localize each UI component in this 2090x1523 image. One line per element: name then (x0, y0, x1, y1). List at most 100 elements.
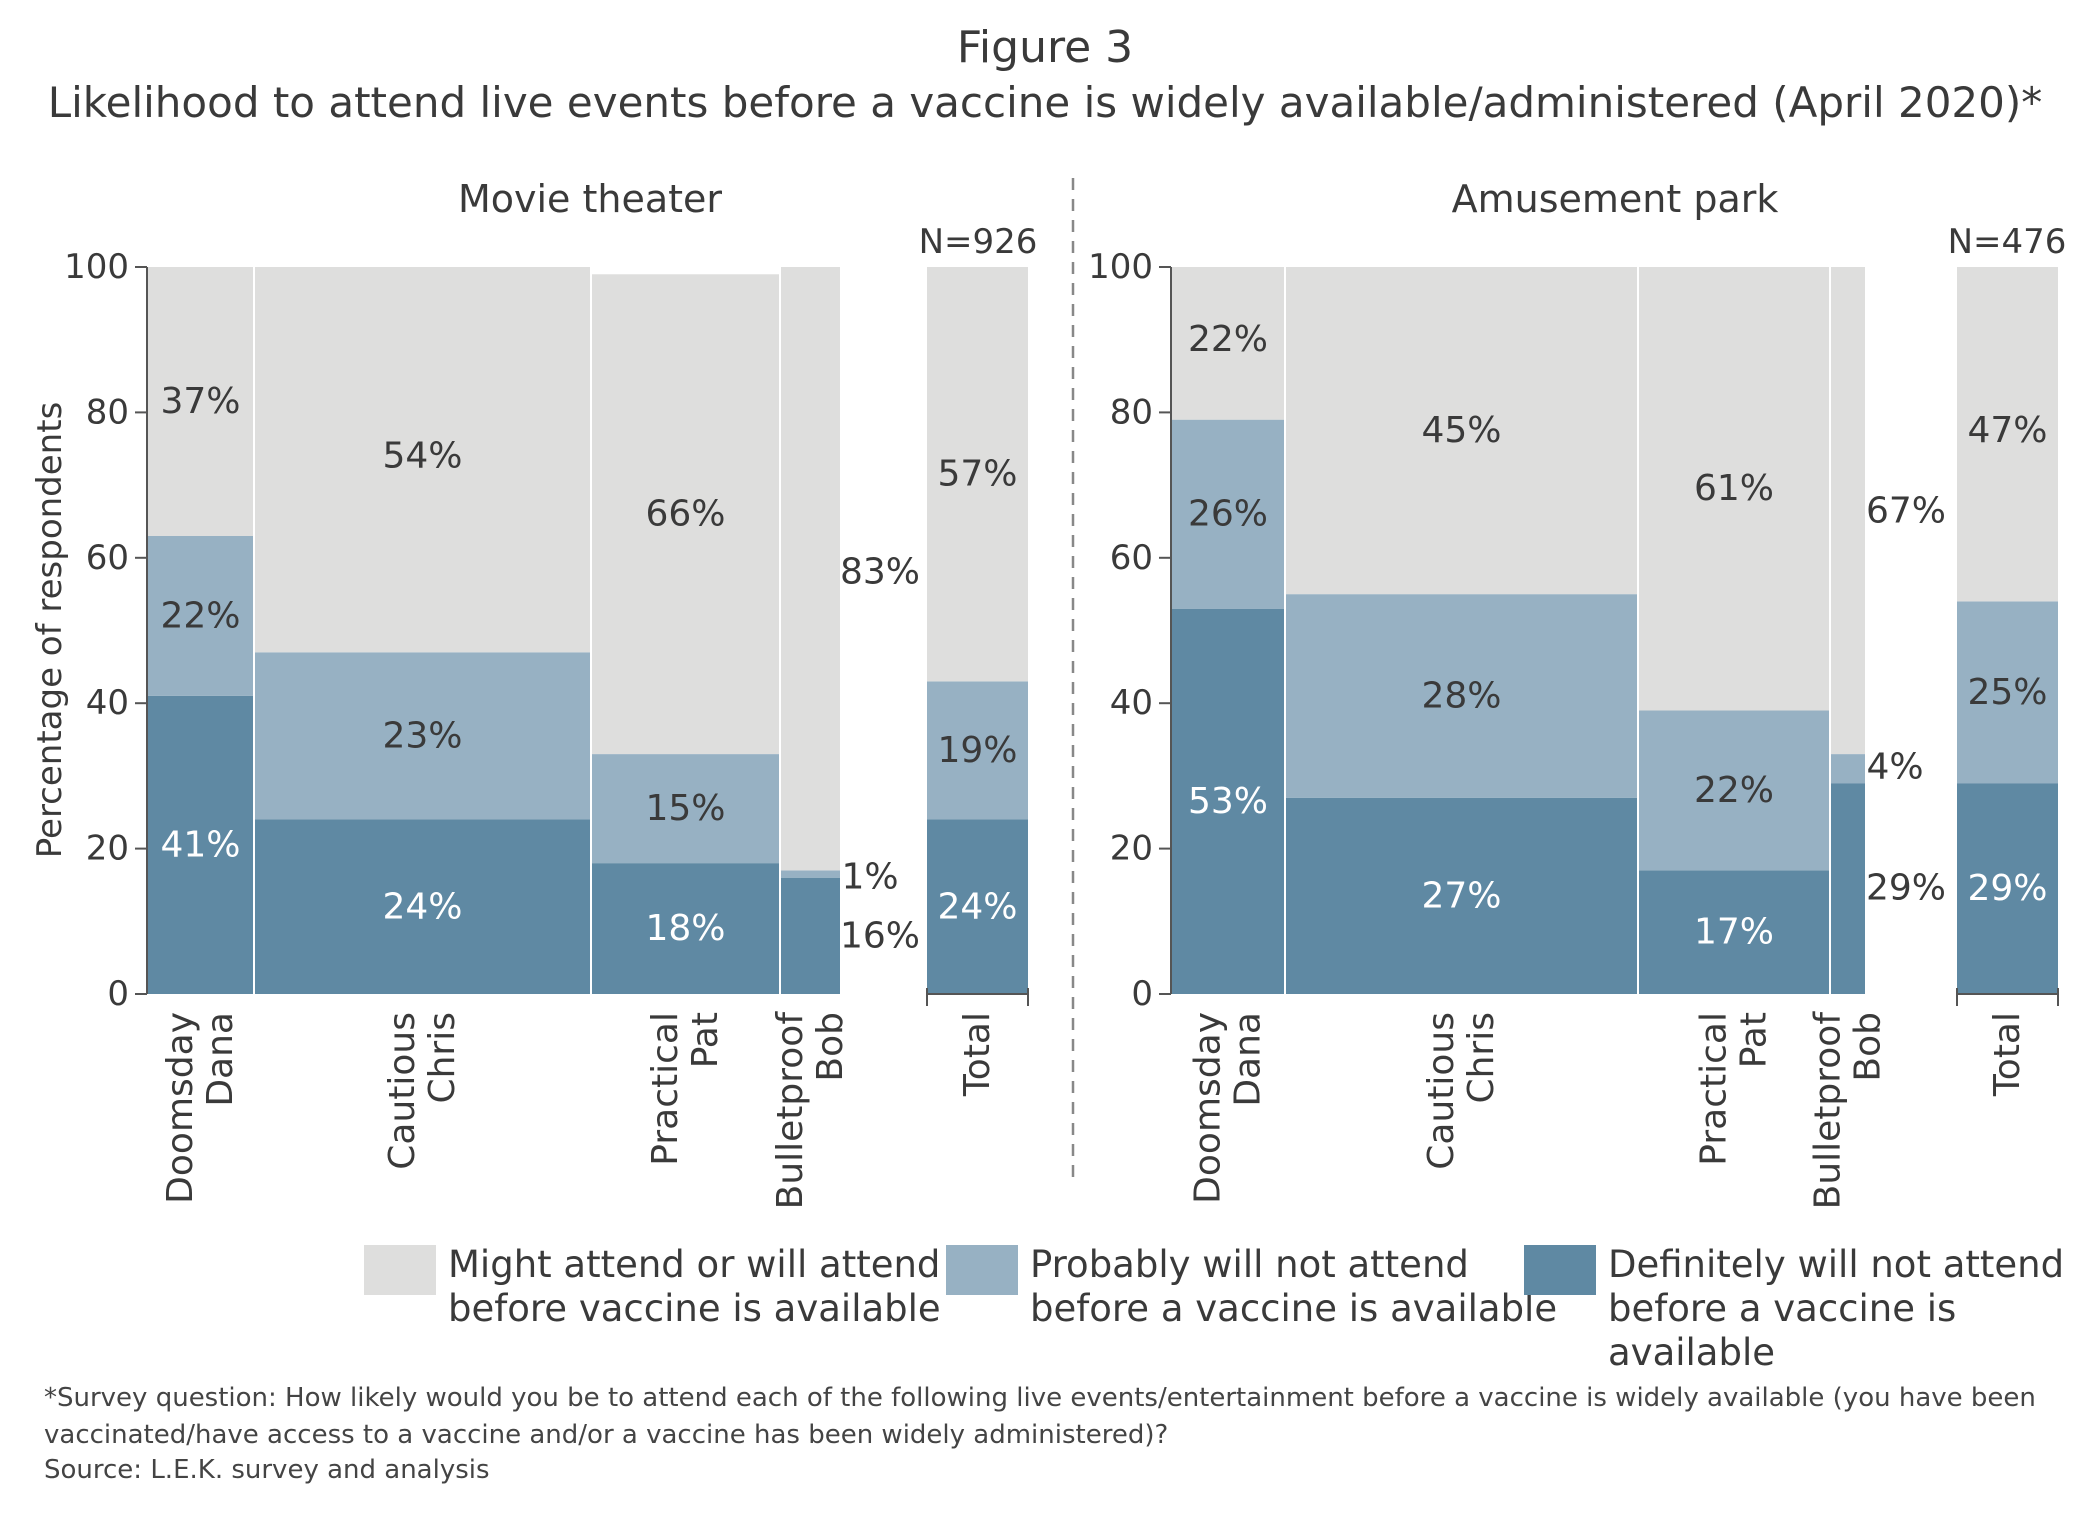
data-label-amusement-doomsday-dana-definitely: 53% (1188, 781, 1268, 822)
y-tick-label-movie-80: 80 (86, 392, 129, 432)
y-tick-label-movie-20: 20 (86, 829, 129, 869)
data-label-amusement-cautious-chris-probably: 28% (1421, 675, 1501, 716)
y-tick-label-amusement-80: 80 (1110, 392, 1153, 432)
bar-amusement-cautious-chris-might (1286, 267, 1637, 595)
data-label-movie-practical-pat-probably: 15% (645, 788, 725, 829)
data-label-amusement-practical-pat-might: 61% (1694, 468, 1774, 509)
figure-label: Figure 3 (956, 22, 1134, 73)
data-label-movie-doomsday-dana-definitely: 41% (160, 824, 240, 865)
bar-movie-total-probably (927, 681, 1028, 820)
data-label-amusement-bulletproof-bob-probably: 4% (1866, 747, 1923, 788)
data-label-movie-cautious-chris-probably: 23% (382, 715, 462, 756)
bar-movie-bulletproof-bob-definitely (781, 877, 840, 994)
data-label-amusement-total-might: 47% (1967, 410, 2047, 451)
data-label-movie-bulletproof-bob-probably: 1% (841, 857, 898, 898)
category-label-amusement-bulletproof-bob-0: Bulletproof (1808, 1011, 1849, 1210)
category-label-movie-practical-pat-1: Pat (685, 1012, 726, 1068)
bar-movie-practical-pat-probably (592, 754, 779, 864)
y-tick-label-movie-40: 40 (86, 683, 129, 723)
legend-label-might: Might attend or will attend before vacci… (448, 1243, 941, 1330)
legend-item-probably: Probably will not attend before a vaccin… (946, 1243, 1557, 1331)
bar-movie-doomsday-dana-definitely (148, 695, 253, 994)
data-label-amusement-bulletproof-bob-might: 67% (1866, 491, 1946, 532)
y-tick-label-amusement-60: 60 (1110, 538, 1153, 578)
n-label-amusement: N=476 (1948, 222, 2067, 262)
data-label-amusement-bulletproof-bob-definitely: 29% (1866, 868, 1946, 909)
y-tick-label-amusement-40: 40 (1110, 683, 1153, 723)
y-tick-label-amusement-0: 0 (1131, 974, 1153, 1014)
bar-movie-practical-pat-definitely (592, 863, 779, 994)
bar-amusement-practical-pat-might (1639, 267, 1829, 711)
data-label-movie-bulletproof-bob-definitely: 16% (840, 916, 920, 957)
data-label-amusement-cautious-chris-definitely: 27% (1421, 875, 1501, 916)
y-axis-title: Percentage of respondents (30, 402, 70, 859)
n-label-movie: N=926 (919, 222, 1038, 262)
data-label-amusement-total-probably: 25% (1967, 672, 2047, 713)
bar-amusement-cautious-chris-definitely (1286, 797, 1637, 994)
bar-movie-cautious-chris-definitely (255, 819, 590, 994)
data-label-movie-cautious-chris-definitely: 24% (382, 886, 462, 927)
bar-amusement-practical-pat-probably (1639, 710, 1829, 871)
data-label-amusement-total-definitely: 29% (1967, 868, 2047, 909)
bar-movie-bulletproof-bob-might (781, 267, 840, 871)
category-label-amusement-practical-pat-1: Pat (1734, 1012, 1775, 1068)
source-note: Source: L.E.K. survey and analysis (44, 1455, 490, 1485)
category-label-movie-doomsday-dana-1: Dana (200, 1012, 241, 1107)
legend-label-probably: Probably will not attend before a vaccin… (1030, 1243, 1558, 1330)
bar-movie-doomsday-dana-might (148, 267, 253, 536)
bar-movie-cautious-chris-probably (255, 652, 590, 820)
bar-movie-cautious-chris-might (255, 267, 590, 653)
y-tick-label-movie-0: 0 (107, 974, 129, 1014)
legend-item-might: Might attend or will attend before vacci… (364, 1243, 941, 1331)
data-label-movie-total-might: 57% (937, 454, 1017, 495)
panel-title-movie: Movie theater (458, 177, 722, 221)
legend-item-definitely: Definitely will not attend before a vacc… (1524, 1243, 2090, 1375)
bar-movie-total-definitely (927, 819, 1028, 994)
bar-amusement-total-definitely (1957, 783, 2058, 994)
data-label-amusement-cautious-chris-might: 45% (1421, 410, 1501, 451)
category-label-amusement-total-0: Total (1987, 1012, 2028, 1097)
category-label-movie-cautious-chris-1: Chris (422, 1012, 463, 1104)
footnote: *Survey question: How likely would you b… (44, 1383, 2036, 1450)
bar-amusement-bulletproof-bob-definitely (1831, 783, 1865, 994)
bar-amusement-doomsday-dana-definitely (1172, 608, 1284, 994)
bar-amusement-cautious-chris-probably (1286, 594, 1637, 798)
bar-movie-doomsday-dana-probably (148, 535, 253, 696)
data-label-movie-bulletproof-bob-might: 83% (840, 552, 920, 593)
category-label-movie-practical-pat-0: Practical (645, 1012, 686, 1166)
category-label-amusement-practical-pat-0: Practical (1694, 1012, 1735, 1166)
legend-swatch-definitely (1524, 1245, 1596, 1295)
bar-amusement-bulletproof-bob-might (1831, 267, 1865, 755)
data-label-movie-total-probably: 19% (937, 730, 1017, 771)
data-label-amusement-practical-pat-definitely: 17% (1694, 912, 1774, 953)
category-label-amusement-cautious-chris-1: Chris (1461, 1012, 1502, 1104)
category-label-movie-total-0: Total (957, 1012, 998, 1097)
bar-movie-total-might (927, 267, 1028, 682)
legend-swatch-might (364, 1245, 436, 1295)
legend-swatch-probably (946, 1245, 1018, 1295)
category-label-amusement-cautious-chris-0: Cautious (1421, 1012, 1462, 1170)
data-label-movie-practical-pat-definitely: 18% (645, 908, 725, 949)
bar-movie-bulletproof-bob-probably (781, 870, 840, 878)
y-tick-label-movie-100: 100 (64, 247, 129, 287)
chart-title: Likelihood to attend live events before … (47, 78, 2043, 127)
category-label-amusement-doomsday-dana-1: Dana (1228, 1012, 1269, 1107)
panel-title-amusement: Amusement park (1452, 177, 1779, 221)
category-label-amusement-bulletproof-bob-1: Bob (1848, 1012, 1889, 1082)
data-label-movie-total-definitely: 24% (937, 886, 1017, 927)
bar-amusement-total-might (1957, 267, 2058, 602)
y-tick-label-movie-60: 60 (86, 538, 129, 578)
data-label-movie-doomsday-dana-might: 37% (160, 381, 240, 422)
data-label-movie-cautious-chris-might: 54% (382, 436, 462, 477)
bar-amusement-practical-pat-definitely (1639, 870, 1829, 994)
data-label-amusement-doomsday-dana-might: 22% (1188, 319, 1268, 360)
data-label-movie-doomsday-dana-probably: 22% (160, 595, 240, 636)
data-label-movie-practical-pat-might: 66% (645, 494, 725, 535)
y-tick-label-amusement-100: 100 (1088, 247, 1153, 287)
y-tick-label-amusement-20: 20 (1110, 829, 1153, 869)
category-label-amusement-doomsday-dana-0: Doomsday (1188, 1012, 1229, 1204)
category-label-movie-bulletproof-bob-0: Bulletproof (770, 1011, 811, 1210)
category-label-movie-bulletproof-bob-1: Bob (810, 1012, 851, 1082)
data-label-amusement-doomsday-dana-probably: 26% (1188, 494, 1268, 535)
